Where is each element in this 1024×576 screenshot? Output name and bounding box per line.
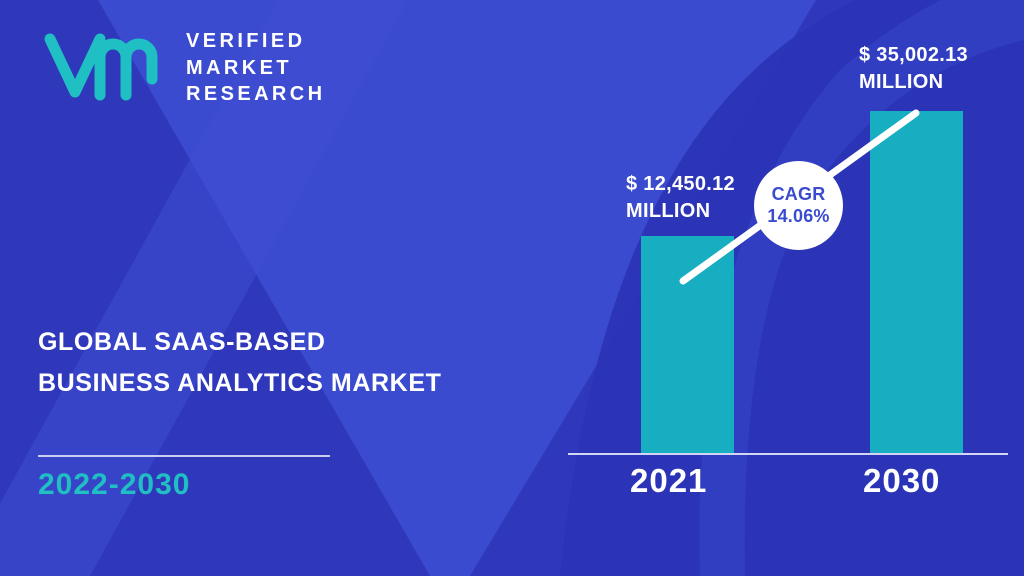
report-title-line-2: BUSINESS ANALYTICS MARKET	[38, 368, 442, 397]
brand-word-3: RESEARCH	[186, 83, 326, 106]
bar-2030	[870, 111, 963, 454]
bar-value-unit-2021: MILLION	[626, 200, 711, 222]
x-tick-label-2021: 2021	[630, 462, 708, 499]
report-title: GLOBAL SAAS-BASED BUSINESS ANALYTICS MAR…	[38, 322, 468, 403]
report-title-line-1: GLOBAL SAAS-BASED	[38, 328, 326, 356]
bar-chart: $ 12,450.12 MILLION $ 35,002.13 MILLION …	[560, 0, 1024, 576]
diagonal-band-left	[0, 0, 408, 576]
cagr-value: 14.06%	[767, 206, 830, 226]
bar-value-label-2021: $ 12,450.12 MILLION	[626, 171, 735, 225]
bar-value-amount-2030: $ 35,002.13	[859, 44, 968, 66]
cagr-label: CAGR	[771, 184, 826, 205]
bar-value-label-2030: $ 35,002.13 MILLION	[859, 42, 968, 96]
report-period: 2022-2030	[38, 468, 191, 501]
chart-axis-line	[568, 453, 1008, 455]
brand-logo: VERIFIED MARKET RESEARCH	[42, 28, 325, 107]
bar-value-unit-2030: MILLION	[859, 71, 944, 93]
brand-wordmark: VERIFIED MARKET RESEARCH	[186, 28, 325, 107]
brand-word-2: MARKET	[186, 56, 292, 79]
bar-value-amount-2021: $ 12,450.12	[626, 173, 735, 195]
vmr-logo-icon	[44, 33, 158, 101]
x-tick-label-2030: 2030	[863, 462, 941, 499]
brand-word-1: VERIFIED	[186, 30, 306, 52]
cagr-bubble: CAGR 14.06%	[754, 161, 843, 250]
bar-2021	[641, 236, 734, 454]
title-divider	[38, 455, 330, 457]
